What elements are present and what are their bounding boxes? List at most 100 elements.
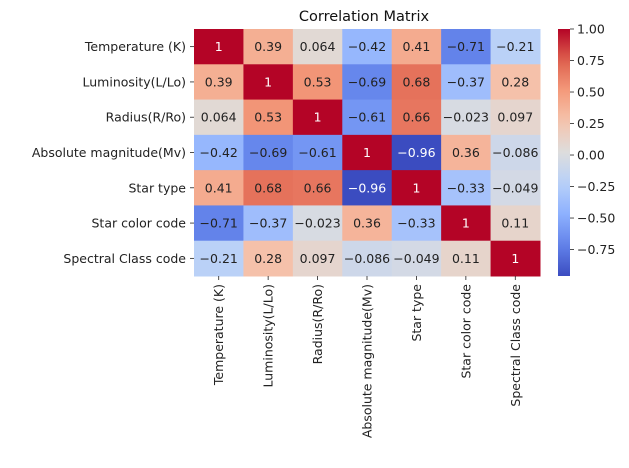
cell-value-label: −0.21 [200,251,238,266]
cell-value-label: −0.61 [298,145,336,160]
cell-value-label: −0.42 [200,145,238,160]
colorbar-tick-label: 0.25 [577,116,605,131]
cell-value-label: 1 [412,180,420,195]
cell-value-label: 0.41 [403,39,431,54]
heatmap-cell [342,240,393,277]
cell-value-label: −0.96 [397,145,435,160]
heatmap-cell [243,64,294,101]
heatmap-cell [292,134,343,171]
heatmap-cell [243,170,294,206]
heatmap-cell [342,64,393,101]
cell-value-label: 0.53 [254,110,282,125]
colorbar-gradient [558,29,570,276]
cell-value-label: −0.37 [447,74,485,89]
heatmap-cell [391,29,442,65]
cell-value-label: 0.68 [254,180,282,195]
y-tick-label: Luminosity(L/Lo) [83,74,187,89]
cell-value-label: 0.53 [304,74,332,89]
heatmap-cell [243,29,294,65]
cell-value-label: −0.086 [344,251,390,266]
cell-value-label: 0.41 [205,180,233,195]
chart-title: Correlation Matrix [299,9,430,25]
cell-value-label: 0.68 [403,74,431,89]
colorbar-tick-label: 0.50 [577,85,605,100]
cell-value-label: −0.96 [348,180,386,195]
cell-value-label: 0.28 [254,251,282,266]
cell-value-label: −0.086 [492,145,538,160]
cell-value-label: −0.33 [447,180,485,195]
heatmap-cell [391,205,442,242]
heatmap-cell [194,29,244,65]
heatmap-cell [342,134,393,171]
heatmap-cell [342,205,393,242]
heatmap-cell [194,205,244,242]
cell-value-label: 0.097 [497,110,533,125]
heatmap-cell [441,64,492,101]
x-tick-label: Star type [409,284,424,342]
heatmap-cells [194,29,541,277]
cell-value-label: 1 [363,145,371,160]
x-axis: Temperature (K) Luminosity(L/Lo) Radius(R/… [211,276,523,438]
heatmap-cell [441,205,492,242]
cell-value-label: 1 [462,216,470,231]
cell-value-label: −0.049 [393,251,439,266]
heatmap-cell [243,99,294,136]
cell-value-label: 0.39 [254,39,282,54]
heatmap-cell [391,134,442,171]
heatmap-cell [292,170,343,206]
heatmap-cell [490,240,541,277]
heatmap-cell [194,99,244,136]
y-tick-label: Absolute magnitude(Mv) [32,145,186,160]
heatmap-cell [194,240,244,277]
cell-value-label: 0.39 [205,74,233,89]
cell-value-label: −0.71 [447,39,485,54]
heatmap-cell [292,99,343,136]
heatmap-cell [391,99,442,136]
heatmap-cell [441,99,492,136]
heatmap-cell [243,240,294,277]
x-tick-label: Temperature (K) [211,284,226,386]
cell-value-label: 0.11 [501,216,529,231]
colorbar-tick-label: 0.00 [577,148,605,163]
heatmap-cell [342,99,393,136]
heatmap-cell [292,64,343,101]
heatmap-cell [441,29,492,65]
heatmap-cell [292,205,343,242]
heatmap-cell [194,134,244,171]
cell-value-label: 1 [264,74,272,89]
heatmap-cell [194,64,244,101]
cell-value-label: −0.71 [200,216,238,231]
colorbar-tick-label: 1.00 [577,22,605,37]
y-axis: Temperature (K) Luminosity(L/Lo) Radius(R/… [32,39,194,266]
cell-value-label: 0.097 [300,251,336,266]
y-tick-label: Radius(R/Ro) [106,110,186,125]
heatmap-cell [441,134,492,171]
heatmap-cell [441,170,492,206]
heatmap-cell [194,170,244,206]
cell-value-label: 0.064 [300,39,336,54]
heatmap-cell-labels: 1 0.39 0.064 −0.42 0.41 −0.71 −0.21 0.39 1 0.53 −0… [200,39,539,266]
cell-value-label: 0.064 [201,110,237,125]
cell-value-label: −0.69 [249,145,287,160]
cell-value-label: −0.049 [492,180,538,195]
cell-value-label: 0.28 [501,74,529,89]
cell-value-label: 1 [215,39,223,54]
colorbar-tick-label: 0.75 [577,53,605,68]
y-tick-label: Star color code [91,216,186,231]
x-tick-label: Luminosity(L/Lo) [261,284,276,388]
x-tick-label: Radius(R/Ro) [310,284,325,364]
heatmap-cell [391,240,442,277]
cell-value-label: −0.023 [443,110,489,125]
y-tick-label: Spectral Class code [63,251,186,266]
cell-value-label: 0.66 [304,180,332,195]
heatmap-cell [243,134,294,171]
cell-value-label: −0.023 [294,216,340,231]
heatmap-cell [292,240,343,277]
heatmap-cell [243,205,294,242]
heatmap-cell [490,134,541,171]
heatmap-cell [292,29,343,65]
heatmap-cell [490,205,541,242]
colorbar-tick-label: −0.25 [577,179,615,194]
cell-value-label: −0.33 [397,216,435,231]
